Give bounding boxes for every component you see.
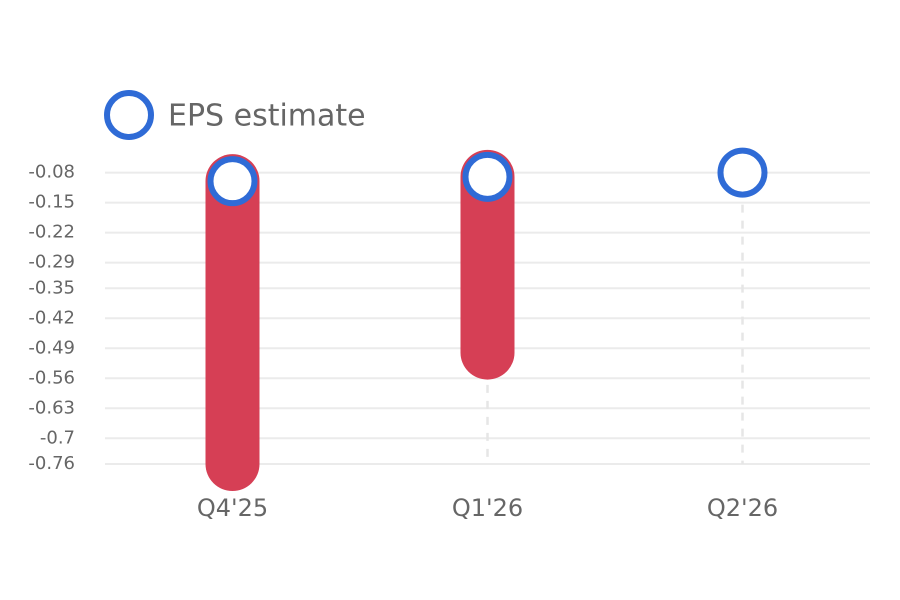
y-tick-label: -0.08	[28, 162, 75, 183]
x-tick-label: Q2'26	[707, 494, 778, 522]
x-tick-label: Q1'26	[452, 494, 523, 522]
y-tick-label: -0.56	[28, 367, 75, 388]
y-tick-label: -0.63	[28, 397, 75, 418]
y-tick-label: -0.22	[28, 222, 75, 243]
legend-marker	[104, 90, 154, 140]
legend-label: EPS estimate	[168, 99, 366, 134]
y-tick-label: -0.35	[28, 277, 75, 298]
estimate-marker	[717, 147, 768, 198]
y-tick-label: -0.49	[28, 337, 75, 358]
y-tick-label: -0.29	[28, 252, 75, 273]
estimate-marker	[207, 156, 258, 207]
y-tick-label: -0.7	[40, 427, 75, 448]
x-tick-label: Q4'25	[197, 494, 268, 522]
y-tick-label: -0.76	[28, 453, 75, 474]
y-tick-label: -0.15	[28, 192, 75, 213]
y-tick-label: -0.42	[28, 307, 75, 328]
estimate-marker	[462, 151, 513, 202]
